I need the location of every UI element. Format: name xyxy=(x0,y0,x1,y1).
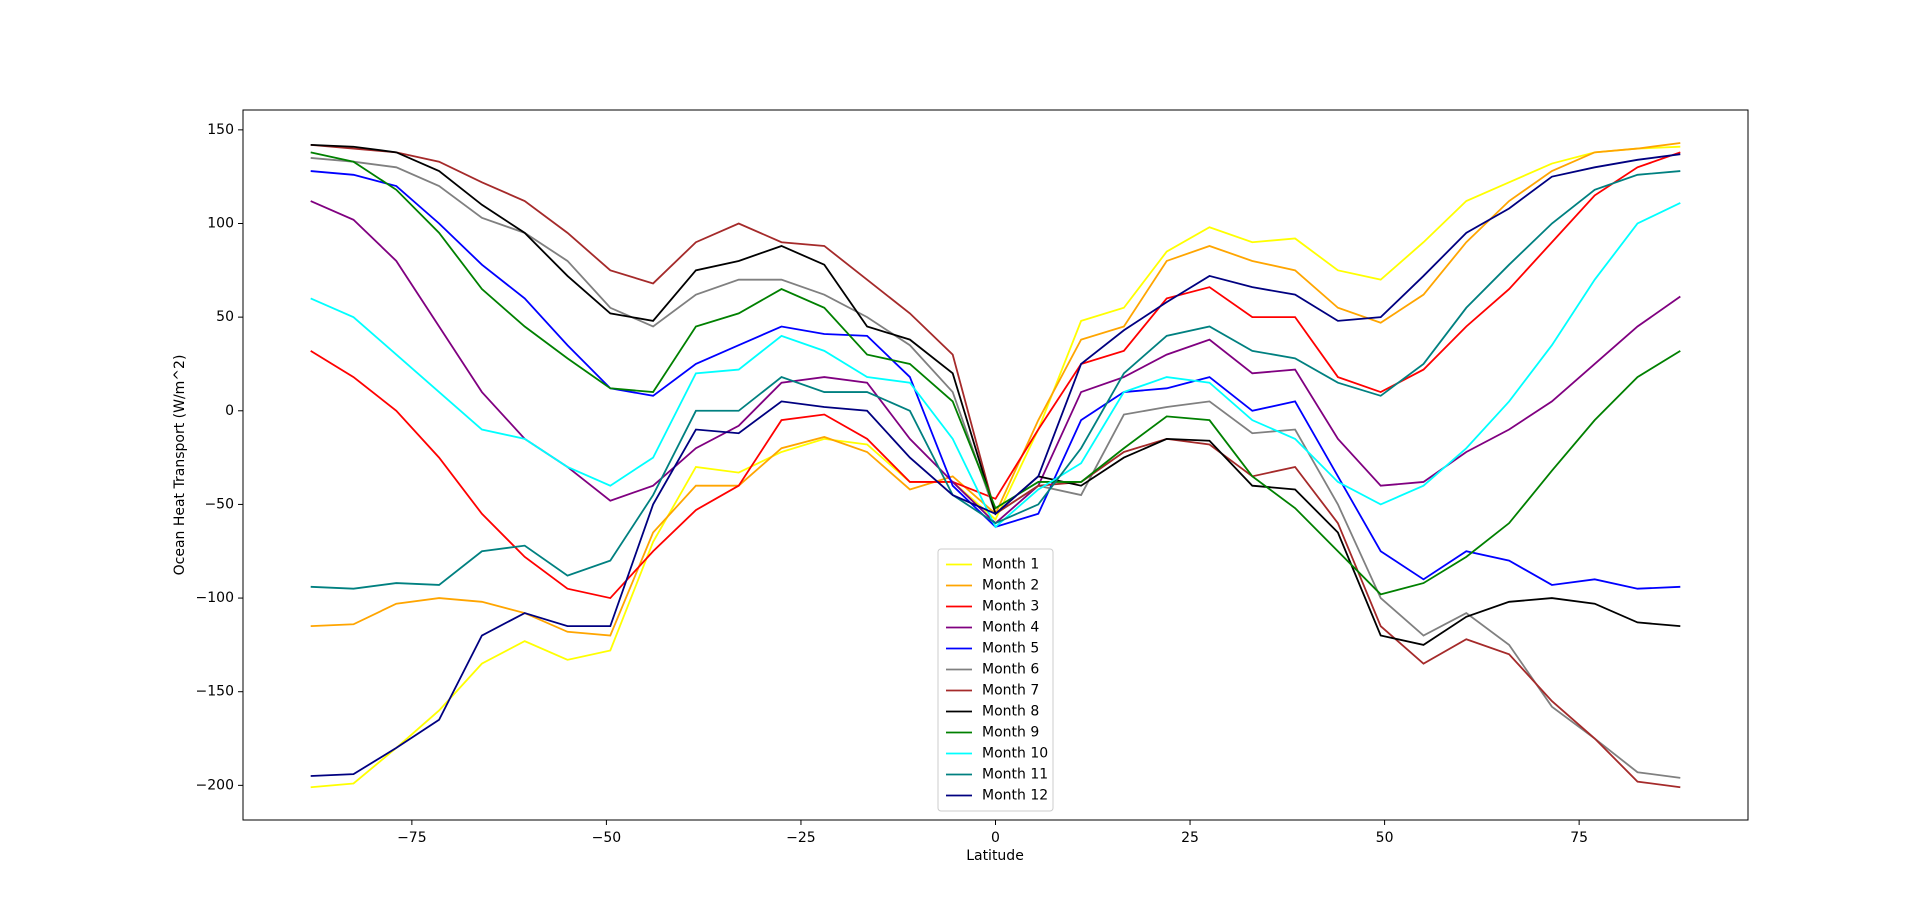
x-tick-label: 25 xyxy=(1181,830,1199,846)
series-line xyxy=(310,153,1681,777)
x-tick-label: 75 xyxy=(1570,830,1588,846)
x-tick-label: −25 xyxy=(786,830,816,846)
series-line xyxy=(310,200,1681,525)
legend-label: Month 7 xyxy=(982,683,1039,699)
series-line xyxy=(310,170,1681,590)
legend-label: Month 12 xyxy=(982,788,1048,804)
series-line xyxy=(310,145,1681,789)
y-tick-label: −100 xyxy=(196,590,234,606)
legend-label: Month 4 xyxy=(982,620,1039,636)
y-tick-label: −150 xyxy=(196,684,234,700)
legend-label: Month 1 xyxy=(982,557,1039,573)
series-line xyxy=(310,202,1681,529)
legend-box xyxy=(937,548,1054,812)
legend-label: Month 8 xyxy=(982,704,1039,720)
x-tick-label: −75 xyxy=(397,830,427,846)
legend-label: Month 10 xyxy=(982,746,1048,762)
x-axis-label: Latitude xyxy=(966,848,1024,864)
x-tick-label: 0 xyxy=(991,830,1000,846)
y-tick-label: 0 xyxy=(225,403,234,419)
y-tick-label: 150 xyxy=(207,122,234,138)
x-tick-label: 50 xyxy=(1376,830,1394,846)
series-line xyxy=(310,151,1681,600)
y-tick-label: −200 xyxy=(196,777,234,793)
y-axis-label: Ocean Heat Transport (W/m^2) xyxy=(172,355,188,576)
legend-label: Month 2 xyxy=(982,578,1039,594)
y-tick-label: −50 xyxy=(204,496,234,512)
legend-label: Month 5 xyxy=(982,641,1039,657)
legend-label: Month 3 xyxy=(982,599,1039,615)
x-tick-label: −50 xyxy=(592,830,622,846)
y-tick-label: 100 xyxy=(207,215,234,231)
y-tick-label: 50 xyxy=(216,309,234,325)
legend-label: Month 11 xyxy=(982,767,1048,783)
series-line xyxy=(310,151,1681,596)
legend-label: Month 9 xyxy=(982,725,1039,741)
legend-label: Month 6 xyxy=(982,662,1039,678)
